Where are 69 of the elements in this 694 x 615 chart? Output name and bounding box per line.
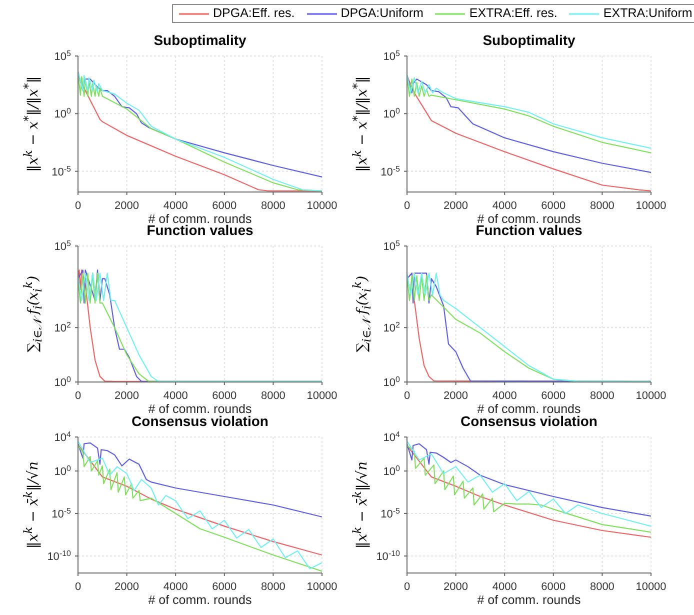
x-tick-label: 10000 <box>306 390 338 402</box>
y-tick-label: 10$^{4}$ <box>383 430 401 444</box>
x-tick-label: 2000 <box>114 581 140 593</box>
chart-title: Consensus violation <box>460 413 598 429</box>
y-tick-label: 10$^{4}$ <box>54 430 72 444</box>
y-tick-label: 10$^{5}$ <box>383 48 401 63</box>
x-tick-label: 0 <box>404 581 410 593</box>
x-axis-title: # of comm. rounds <box>147 402 252 416</box>
y-tick-label: 10$^{2}$ <box>54 320 72 335</box>
x-tick-label: 2000 <box>444 581 468 593</box>
y-tick-label: 10$^{5}$ <box>54 238 72 253</box>
y-tick-label: 10$^{-5}$ <box>52 506 72 520</box>
x-tick-label: 0 <box>404 200 410 212</box>
x-tick-label: 8000 <box>590 581 614 593</box>
legend-label: EXTRA:Eff. res. <box>469 5 558 22</box>
y-tick-label: 10$^{5}$ <box>54 48 72 63</box>
y-tick-label: 10$^{0}$ <box>383 374 401 389</box>
x-tick-label: 6000 <box>541 390 566 402</box>
x-tick-label: 6000 <box>541 581 566 593</box>
x-tick-label: 8000 <box>260 581 286 593</box>
y-tick-label: 10$^{0}$ <box>383 464 401 478</box>
x-tick-label: 8000 <box>590 200 614 212</box>
x-tick-label: 0 <box>404 390 410 402</box>
y-tick-label: 10$^{-5}$ <box>52 164 72 178</box>
y-tick-label: 10$^{-5}$ <box>380 164 401 178</box>
chart-title: Suboptimality <box>482 32 576 48</box>
x-tick-label: 6000 <box>212 200 237 212</box>
chart-title: Suboptimality <box>152 32 248 48</box>
x-tick-label: 10000 <box>306 581 338 593</box>
x-tick-label: 6000 <box>541 200 566 212</box>
y-tick-label: 10$^{-5}$ <box>380 506 401 520</box>
x-tick-label: 4000 <box>492 200 517 212</box>
y-tick-label: 10$^{0}$ <box>54 374 72 389</box>
y-tick-label: 10$^{0}$ <box>383 106 401 121</box>
legend-label: EXTRA:Uniform <box>603 5 692 22</box>
x-tick-label: 6000 <box>212 581 237 593</box>
x-tick-label: 8000 <box>590 390 614 402</box>
x-tick-label: 2000 <box>444 390 468 402</box>
legend-label: DPGA:Uniform <box>340 5 424 22</box>
x-tick-label: 4000 <box>492 581 517 593</box>
x-tick-label: 8000 <box>260 390 286 402</box>
chart-title: Consensus violation <box>130 413 270 429</box>
x-tick-label: 10000 <box>306 200 338 212</box>
line-series <box>78 442 322 518</box>
x-tick-label: 4000 <box>163 581 188 593</box>
x-tick-label: 2000 <box>114 200 140 212</box>
x-axis-title: # of comm. rounds <box>147 593 253 607</box>
x-tick-label: 10000 <box>636 390 666 402</box>
legend-label: DPGA:Eff. res. <box>213 5 295 22</box>
x-tick-label: 10000 <box>636 581 666 593</box>
y-tick-label: 10$^{0}$ <box>54 106 72 121</box>
x-tick-label: 0 <box>74 390 82 402</box>
y-tick-label: 10$^{0}$ <box>54 464 72 478</box>
x-tick-label: 10000 <box>636 200 666 212</box>
y-tick-label: 10$^{5}$ <box>383 238 401 253</box>
x-tick-label: 4000 <box>163 390 188 402</box>
y-tick-label: 10$^{-10}$ <box>376 548 401 563</box>
x-tick-label: 8000 <box>260 200 286 212</box>
x-axis-title: # of comm. rounds <box>476 593 582 607</box>
x-tick-label: 0 <box>74 581 82 593</box>
y-tick-label: 10$^{-10}$ <box>47 548 72 563</box>
x-tick-label: 4000 <box>163 200 188 212</box>
x-tick-label: 2000 <box>444 200 468 212</box>
x-tick-label: 0 <box>74 200 82 212</box>
x-tick-label: 2000 <box>114 390 140 402</box>
x-tick-label: 6000 <box>212 390 237 402</box>
x-tick-label: 4000 <box>492 390 517 402</box>
y-tick-label: 10$^{2}$ <box>383 320 401 335</box>
x-axis-title: # of comm. rounds <box>476 402 581 416</box>
